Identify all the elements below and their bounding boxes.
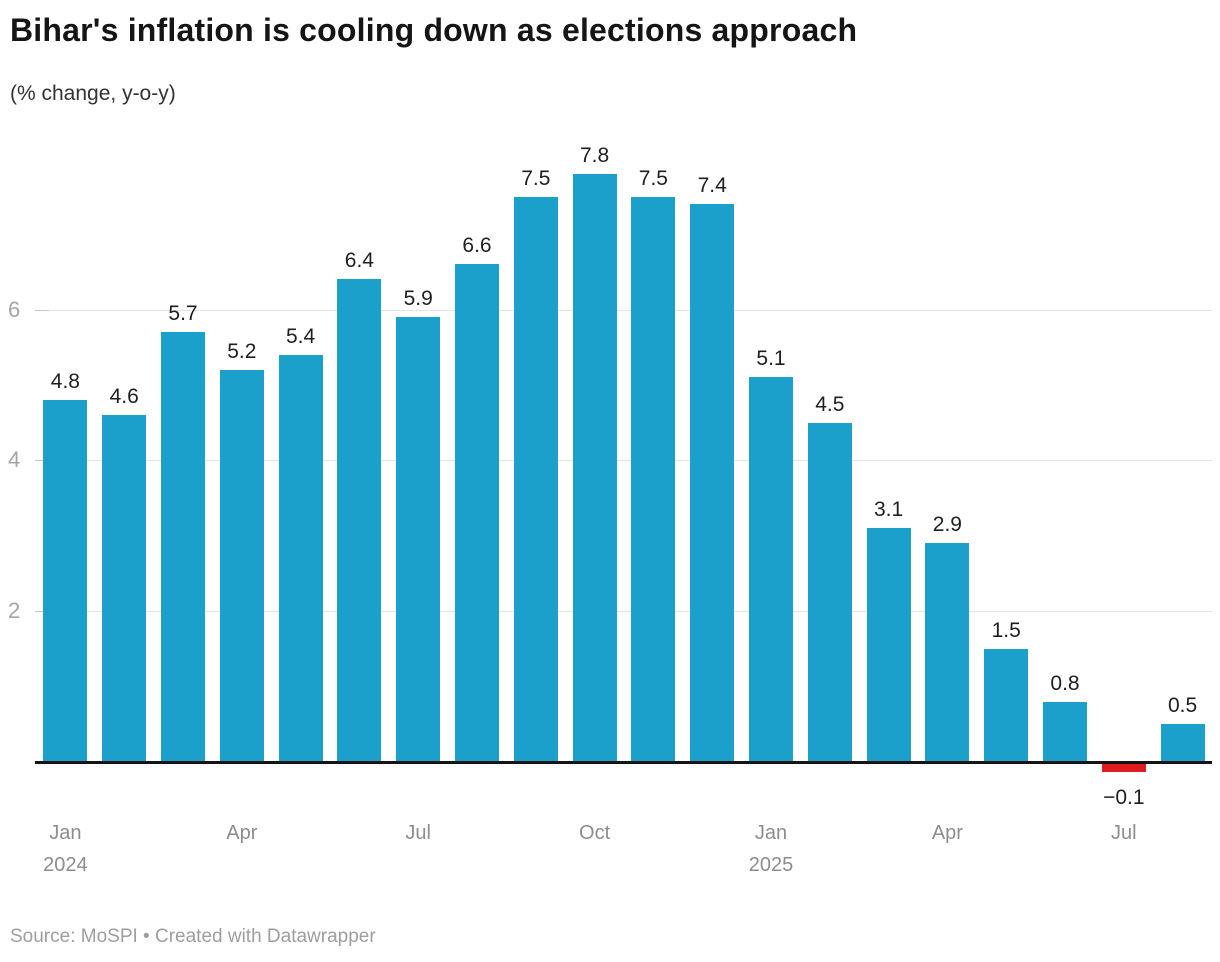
y-tick-label: 2 — [8, 598, 21, 624]
x-tick-month: Jul — [1111, 822, 1137, 844]
bar-apr-2024[interactable] — [219, 369, 264, 762]
x-axis-baseline — [35, 761, 1212, 764]
x-tick-label: Jan 2025 — [716, 820, 826, 878]
bar-value-label: 4.6 — [109, 385, 139, 409]
bar-value-label: 6.6 — [462, 234, 492, 258]
bar-value-label: 5.1 — [756, 347, 786, 371]
bar-value-label: 5.9 — [403, 287, 433, 311]
bar-jun-2024[interactable] — [337, 279, 382, 762]
bar-value-label: 7.8 — [579, 143, 610, 167]
gridline — [35, 611, 1212, 613]
chart-title: Bihar's inflation is cooling down as ele… — [10, 12, 858, 48]
x-tick-label: Jul — [363, 820, 473, 846]
x-tick-label: Oct — [540, 820, 650, 846]
x-tick-year: 2025 — [748, 854, 794, 876]
bar-mar-2025[interactable] — [866, 528, 911, 762]
bar-feb-2024[interactable] — [102, 415, 147, 762]
y-tick-label: 6 — [8, 296, 21, 322]
bar-feb-2025[interactable] — [807, 422, 852, 762]
bar-mar-2024[interactable] — [161, 332, 205, 762]
bar-value-label: 4.5 — [815, 392, 845, 416]
x-tick-month: Jul — [405, 822, 431, 844]
x-tick-month: Oct — [579, 822, 611, 844]
bar-jan-2024[interactable] — [43, 400, 88, 762]
bar-sep-2024[interactable] — [513, 196, 558, 762]
x-tick-label: Jan 2024 — [10, 820, 120, 878]
bar-jun-2025[interactable] — [1043, 701, 1087, 762]
y-axis-tick — [35, 611, 49, 613]
gridline — [35, 460, 1212, 462]
x-tick-label: Apr — [187, 820, 297, 846]
bar-value-label: 6.4 — [344, 249, 374, 273]
y-tick-label: 4 — [8, 447, 21, 473]
bar-jul-2024[interactable] — [396, 317, 441, 762]
bar-aug-2024[interactable] — [455, 264, 499, 762]
bar-value-label: 3.1 — [873, 498, 904, 522]
gridline — [35, 309, 1212, 311]
bar-value-label: 5.7 — [168, 302, 198, 326]
bar-oct-2024[interactable] — [572, 173, 617, 762]
bar-value-label: 0.5 — [1167, 694, 1198, 718]
bar-value-label: 5.2 — [227, 339, 257, 363]
bar-value-label: 1.5 — [991, 618, 1021, 642]
bar-nov-2024[interactable] — [631, 196, 676, 762]
x-tick-month: Apr — [226, 822, 258, 844]
bar-aug-2025[interactable] — [1160, 724, 1205, 762]
x-tick-year: 2024 — [43, 854, 88, 876]
bar-value-label: 4.8 — [50, 370, 80, 394]
bar-apr-2025[interactable] — [925, 543, 970, 762]
bar-value-label: −0.1 — [1103, 785, 1145, 809]
bar-value-label: 5.4 — [285, 324, 316, 348]
bar-jan-2025[interactable] — [749, 377, 793, 762]
bar-may-2025[interactable] — [984, 648, 1029, 762]
source-attribution: Source: MoSPI • Created with Datawrapper — [10, 926, 376, 947]
x-tick-label: Apr — [892, 820, 1002, 846]
bar-value-label: 0.8 — [1050, 671, 1080, 695]
y-axis-tick — [35, 460, 49, 462]
bar-value-label: 2.9 — [932, 513, 962, 537]
x-tick-month: Jan — [754, 822, 788, 844]
bar-chart-plot-area: 2 4 6 4.8 4.6 5.7 5.2 5.4 6.4 5.9 6.6 7.5 7.8 7.5 7.4 5… — [8, 143, 1212, 878]
chart-subtitle: (% change, y-o-y) — [10, 82, 176, 105]
bar-value-label: 7.4 — [697, 174, 727, 198]
y-axis-tick — [35, 309, 49, 311]
bar-may-2024[interactable] — [278, 354, 323, 762]
x-tick-month: Jan — [49, 822, 82, 844]
bar-jul-2025[interactable] — [1101, 764, 1146, 772]
bar-dec-2024[interactable] — [690, 204, 735, 762]
x-tick-month: Apr — [931, 822, 963, 844]
bar-value-label: 7.5 — [521, 166, 551, 190]
x-tick-label: Jul — [1069, 820, 1179, 846]
bar-value-label: 7.5 — [638, 166, 668, 190]
